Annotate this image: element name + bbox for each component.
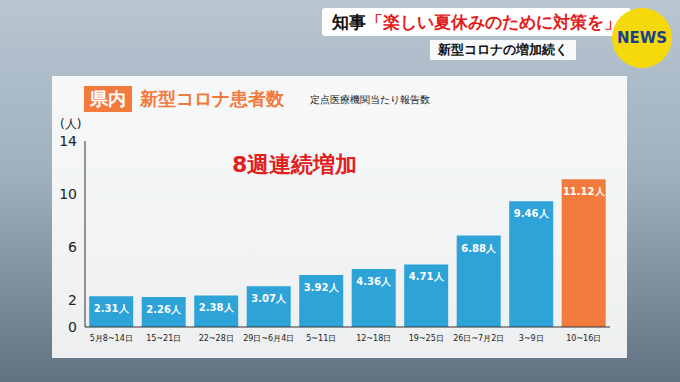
svg-text:3.07人: 3.07人 — [251, 293, 287, 304]
html-text:定点医療機関当たり報告数: 定点医療機関当たり報告数 — [310, 94, 430, 105]
svg-text:3~9日: 3~9日 — [519, 334, 544, 343]
svg-text:12~18日: 12~18日 — [356, 334, 391, 343]
html-text:新型コロナの増加続く: 新型コロナの増加続く — [438, 42, 568, 57]
html-text:(人): (人) — [60, 117, 82, 131]
svg-text:2.26人: 2.26人 — [146, 304, 182, 315]
svg-text:0: 0 — [68, 319, 77, 335]
svg-text:6.88人: 6.88人 — [461, 243, 497, 254]
html-text:NEWS: NEWS — [616, 29, 668, 47]
html-text:8週連続増加: 8週連続増加 — [232, 152, 358, 177]
svg-text:5~11日: 5~11日 — [306, 334, 336, 343]
svg-text:10: 10 — [59, 186, 77, 202]
svg-text:2.38人: 2.38人 — [199, 302, 235, 313]
svg-text:5月8~14日: 5月8~14日 — [90, 334, 133, 343]
svg-text:4.71人: 4.71人 — [409, 271, 445, 282]
svg-text:29日~6月4日: 29日~6月4日 — [243, 334, 294, 343]
svg-text:9.46人: 9.46人 — [514, 208, 550, 219]
svg-text:10~16日: 10~16日 — [566, 334, 601, 343]
html-text:新型コロナ患者数: 新型コロナ患者数 — [140, 88, 284, 109]
svg-text:4.36人: 4.36人 — [356, 276, 392, 287]
svg-text:6: 6 — [68, 239, 77, 255]
svg-text:2: 2 — [68, 292, 77, 308]
html-text:知事「楽しい夏休みのために対策を」: 知事「楽しい夏休みのために対策を」 — [332, 11, 621, 32]
svg-text:26日~7月2日: 26日~7月2日 — [453, 334, 504, 343]
svg-text:11.12人: 11.12人 — [563, 186, 606, 197]
svg-text:14: 14 — [59, 133, 77, 149]
svg-text:19~25日: 19~25日 — [409, 334, 444, 343]
svg-text:2.31人: 2.31人 — [94, 303, 130, 314]
svg-text:3.92人: 3.92人 — [304, 282, 340, 293]
svg-text:15~21日: 15~21日 — [146, 334, 181, 343]
html-text:県内: 県内 — [90, 88, 126, 109]
svg-text:22~28日: 22~28日 — [199, 334, 234, 343]
